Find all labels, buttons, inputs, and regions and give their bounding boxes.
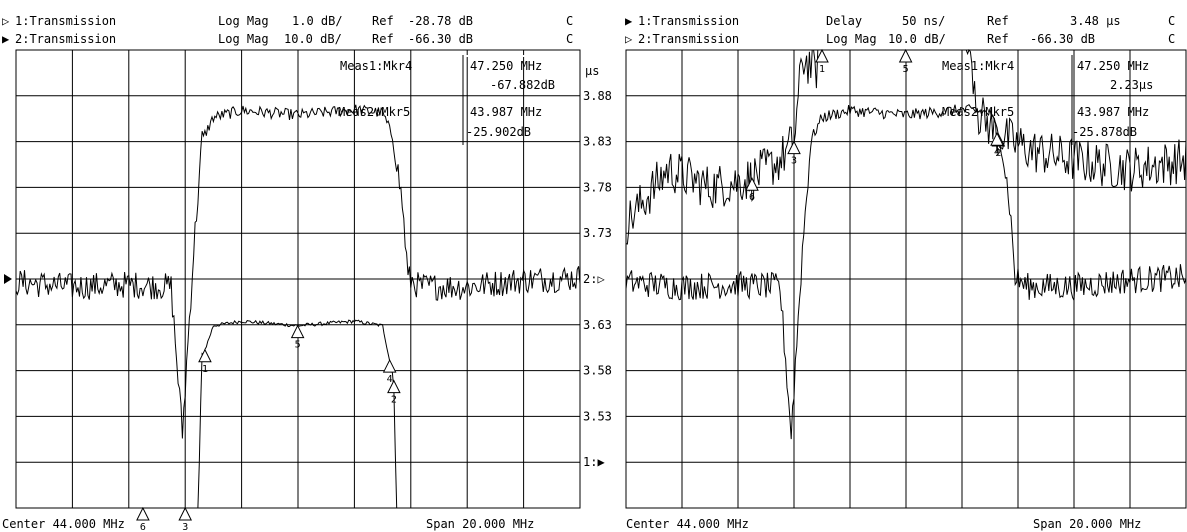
delay-axis-tick: 3.78	[583, 180, 612, 194]
marker-triangle	[387, 379, 401, 394]
left-meas2-label: Meas2:Mkr5	[338, 105, 410, 119]
left-ref-arrow-icon	[4, 274, 12, 284]
left-meas1-label: Meas1:Mkr4	[340, 59, 412, 73]
marker-4: 4	[990, 132, 1004, 158]
marker-number: 4	[994, 147, 1000, 158]
left-meas1-freq: 47.250 MHz	[470, 59, 542, 73]
left-h2-ref: -66.30 dB	[408, 32, 473, 46]
marker-triangle	[178, 506, 193, 521]
left-h1-format: Log Mag	[218, 14, 269, 28]
marker-1: 1	[198, 348, 212, 375]
left-h1-label: 1:Transmission	[15, 14, 116, 28]
left-center-freq: Center 44.000 MHz	[2, 517, 125, 531]
marker-6: 6	[745, 177, 759, 203]
marker-5: 5	[290, 324, 305, 351]
marker-number: 6	[140, 522, 146, 532]
marker-number: 4	[387, 374, 393, 385]
right-meas2-label: Meas2:Mkr5	[942, 105, 1014, 119]
marker-triangle	[898, 48, 913, 63]
right-meas1-label: Meas1:Mkr4	[942, 59, 1014, 73]
left-h2-scale: 10.0 dB/	[284, 32, 342, 46]
marker-1: 1	[815, 48, 829, 75]
right-meas2-freq: 43.987 MHz	[1077, 105, 1149, 119]
right-h1-format: Delay	[826, 14, 862, 28]
right-h1-ref-label: Ref	[987, 14, 1009, 28]
right-span: Span 20.000 MHz	[1033, 517, 1141, 531]
left-h2-ref-label: Ref	[372, 32, 394, 46]
right-h2-format: Log Mag	[826, 32, 877, 46]
marker-triangle	[198, 348, 212, 363]
left-meas1-value: -67.882dB	[490, 78, 555, 92]
right-h1-ref: 3.48 µs	[1070, 14, 1121, 28]
right-h1-flag: C	[1168, 14, 1175, 28]
left-span: Span 20.000 MHz	[426, 517, 534, 531]
marker-triangle	[815, 48, 829, 63]
left-h1-ref-label: Ref	[372, 14, 394, 28]
marker-3: 3	[787, 140, 801, 167]
marker-number: 5	[903, 64, 909, 75]
marker-triangle	[290, 324, 305, 339]
right-h2-scale: 10.0 dB/	[888, 32, 946, 46]
marker-4: 4	[382, 358, 397, 385]
left-meas2-value: -25.902dB	[466, 125, 531, 139]
right-meas-readout: Meas1:Mkr4 47.250 MHz 2.23µs Meas2:Mkr5 …	[942, 55, 1153, 145]
trace-2-line	[15, 104, 581, 439]
marker-6: 6	[136, 506, 150, 532]
delay-axis-tick: 2:▷	[583, 272, 605, 286]
marker-number: 1	[819, 64, 825, 75]
left-header: ▷ 1:Transmission Log Mag 1.0 dB/ Ref -28…	[2, 14, 573, 46]
right-h1-label: 1:Transmission	[638, 14, 739, 28]
marker-number: 1	[202, 364, 208, 375]
delay-axis-unit: µs	[585, 64, 599, 78]
marker-number: 5	[295, 340, 301, 351]
right-header: ▶ 1:Transmission Delay 50 ns/ Ref 3.48 µ…	[625, 14, 1175, 46]
trace-2-line	[625, 104, 1187, 440]
delay-axis-tick: 3.83	[583, 135, 612, 149]
delay-axis-tick: 3.73	[583, 226, 612, 240]
marker-number: 2	[391, 395, 397, 406]
marker-triangle	[382, 358, 397, 373]
right-h2-marker: ▷	[625, 32, 633, 46]
left-h1-marker: ▷	[2, 14, 10, 28]
left-h1-flag: C	[566, 14, 573, 28]
right-center-freq: Center 44.000 MHz	[626, 517, 749, 531]
left-h2-format: Log Mag	[218, 32, 269, 46]
right-meas1-value: 2.23µs	[1110, 78, 1153, 92]
marker-triangle	[787, 140, 801, 155]
right-meas1-freq: 47.250 MHz	[1077, 59, 1149, 73]
delay-axis-tick: 3.63	[583, 318, 612, 332]
marker-number: 3	[182, 522, 188, 532]
right-h2-label: 2:Transmission	[638, 32, 739, 46]
marker-triangle	[136, 506, 150, 521]
marker-3: 3	[178, 506, 193, 532]
left-h1-scale: 1.0 dB/	[292, 14, 343, 28]
right-h2-flag: C	[1168, 32, 1175, 46]
marker-triangle	[745, 177, 759, 191]
marker-2: 2	[387, 379, 401, 406]
marker-number: 3	[791, 156, 797, 167]
marker-number: 2	[995, 148, 1001, 159]
delay-axis-tick: 3.53	[583, 409, 612, 423]
right-h2-ref-label: Ref	[987, 32, 1009, 46]
right-markers: 1 2 3 4 5 6	[745, 48, 1006, 203]
delay-axis: µs 3.88 3.83 3.78 3.73 2:▷ 3.63 3.58 3.53 1:▶	[583, 64, 612, 469]
delay-axis-tick: 3.58	[583, 364, 612, 378]
left-markers: 1 2 3 4 5 6	[136, 324, 401, 532]
left-h1-ref: -28.78 dB	[408, 14, 473, 28]
marker-triangle	[990, 132, 1004, 146]
left-meas2-freq: 43.987 MHz	[470, 105, 542, 119]
left-h2-flag: C	[566, 32, 573, 46]
left-h2-marker: ▶	[2, 32, 10, 46]
delay-axis-tick: 1:▶	[583, 455, 605, 469]
delay-axis-tick: 3.88	[583, 89, 612, 103]
marker-number: 6	[749, 192, 755, 203]
right-h2-ref: -66.30 dB	[1030, 32, 1095, 46]
right-h1-marker: ▶	[625, 14, 633, 28]
right-meas2-value: -25.878dB	[1072, 125, 1137, 139]
marker-5: 5	[898, 48, 913, 75]
left-h2-label: 2:Transmission	[15, 32, 116, 46]
right-h1-scale: 50 ns/	[902, 14, 945, 28]
left-meas-readout: Meas1:Mkr4 47.250 MHz -67.882dB Meas2:Mk…	[338, 55, 578, 145]
